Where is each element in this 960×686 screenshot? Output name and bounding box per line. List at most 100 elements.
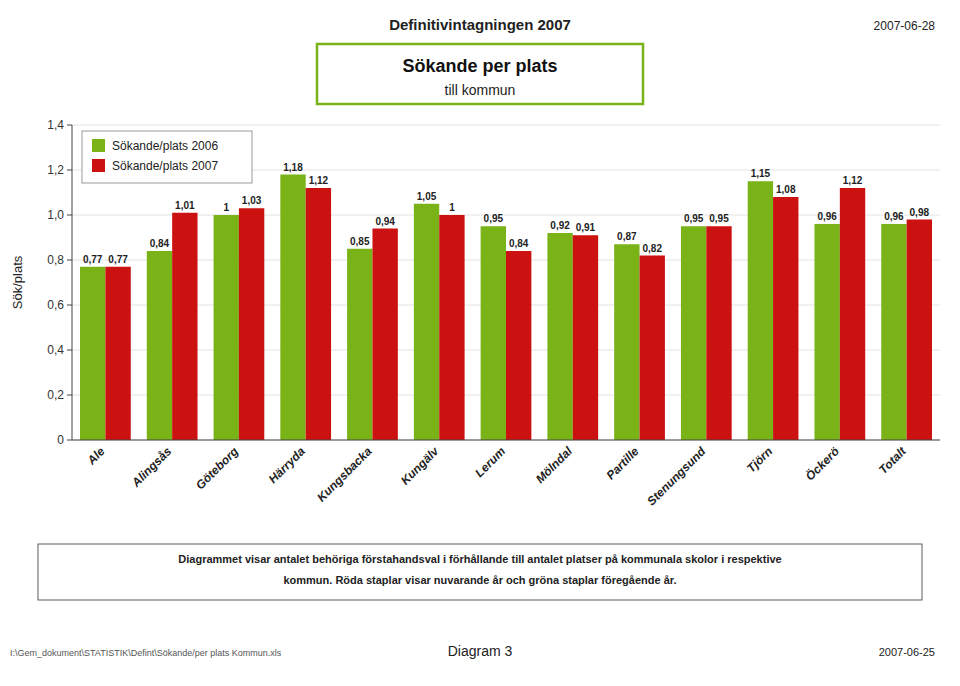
tick-label: 1,4: [47, 118, 64, 132]
bar: [681, 226, 706, 440]
data-label: 0,77: [83, 254, 103, 265]
bar: [372, 229, 397, 441]
footer-box: [38, 544, 922, 600]
footer-note: Diagrammet visar antalet behöriga första…: [178, 553, 781, 565]
grid-line: [72, 215, 940, 216]
category-label: Alingsås: [128, 444, 174, 490]
data-label: 1: [449, 202, 455, 213]
bars: [80, 175, 932, 441]
category-label: Kungälv: [398, 443, 442, 487]
category-label: Partille: [603, 444, 641, 482]
data-label: 1,08: [776, 184, 796, 195]
tick-label: 0,4: [47, 343, 64, 357]
bar: [481, 226, 506, 440]
title: Sökande per plats: [402, 56, 557, 76]
data-label: 0,77: [108, 254, 128, 265]
category-label: Totalt: [876, 444, 909, 477]
data-label: 1,01: [175, 200, 195, 211]
bar: [773, 197, 798, 440]
legend-box: [82, 131, 252, 183]
chart: Definitivintagningen 2007 2007-06-28 Diagr…: [0, 0, 960, 686]
tick-label: 0,8: [47, 253, 64, 267]
file-path: I:\Gem_dokument\STATISTIK\Defint\Sökande…: [10, 648, 282, 658]
tick-mark: [67, 170, 72, 171]
data-label: 0,95: [684, 213, 704, 224]
tick-mark: [67, 350, 72, 351]
diagram-label: Diagram 3: [448, 643, 513, 659]
footer-note: kommun. Röda staplar visar nuvarande år …: [283, 574, 676, 586]
category-label: Lerum: [472, 444, 508, 480]
data-label: 0,84: [509, 238, 529, 249]
x-axis: AleAlingsåsGöteborgHärrydaKungsbackaKung…: [84, 443, 910, 508]
tick-label: 0,6: [47, 298, 64, 312]
data-label: 0,91: [576, 222, 596, 233]
y-axis-line: [72, 125, 73, 440]
tick-mark: [67, 305, 72, 306]
data-label: 1,05: [417, 191, 437, 202]
legend-swatch: [92, 159, 105, 172]
data-label: 0,92: [550, 220, 570, 231]
tick-label: 0: [57, 433, 64, 447]
data-label: 0,82: [642, 243, 662, 254]
tick-mark: [67, 260, 72, 261]
data-label: 1,12: [843, 175, 863, 186]
bar: [239, 208, 264, 440]
bar: [506, 251, 531, 440]
data-label: 0,87: [617, 231, 637, 242]
tick-label: 1,2: [47, 163, 64, 177]
category-label: Mölndal: [533, 444, 575, 486]
tick-mark: [67, 395, 72, 396]
bar: [547, 233, 572, 440]
data-label: 1,03: [242, 195, 262, 206]
tick-label: 0,2: [47, 388, 64, 402]
bar: [840, 188, 865, 440]
bar: [614, 244, 639, 440]
tick-mark: [67, 440, 72, 441]
legend: Sökande/plats 2006Sökande/plats 2007: [82, 131, 252, 183]
data-label: 0,85: [350, 236, 370, 247]
footer-date: 2007-06-25: [879, 646, 935, 658]
bar: [214, 215, 239, 440]
legend-label: Sökande/plats 2006: [112, 139, 218, 153]
bar: [814, 224, 839, 440]
grid-line: [72, 125, 940, 126]
subtitle: till kommun: [445, 82, 516, 98]
category-label: Tjörn: [744, 444, 775, 475]
data-label: 0,96: [817, 211, 837, 222]
tick-label: 1,0: [47, 208, 64, 222]
bar: [881, 224, 906, 440]
bar: [640, 256, 665, 441]
bar: [80, 267, 105, 440]
data-label: 0,95: [484, 213, 504, 224]
bar: [748, 181, 773, 440]
bar: [306, 188, 331, 440]
data-label: 1,12: [309, 175, 329, 186]
category-label: Stenungsund: [644, 444, 709, 509]
bar: [105, 267, 130, 440]
data-label: 1: [223, 202, 229, 213]
bar: [439, 215, 464, 440]
data-label: 1,15: [751, 168, 771, 179]
bar: [907, 220, 932, 441]
category-label: Kungsbacka: [314, 444, 375, 505]
bar: [147, 251, 172, 440]
header: Definitivintagningen 2007: [389, 16, 571, 33]
category-label: Göteborg: [193, 444, 242, 493]
data-label: 0,98: [910, 207, 930, 218]
category-label: Härryda: [266, 444, 308, 486]
x-axis-line: [72, 440, 940, 441]
bar: [573, 235, 598, 440]
data-label: 0,95: [709, 213, 729, 224]
title-box: [317, 44, 643, 104]
y-axis: 0 0,2 0,4 0,6 0,8 1,0 1,2 1,4: [47, 118, 940, 447]
legend-swatch: [92, 139, 105, 152]
header-date: 2007-06-28: [874, 19, 936, 33]
data-label: 0,96: [884, 211, 904, 222]
bar: [280, 175, 305, 441]
grid-line: [72, 440, 940, 441]
y-label: Sök/plats: [10, 255, 25, 309]
tick-mark: [67, 125, 72, 126]
bar: [172, 213, 197, 440]
data-label: 0,94: [375, 216, 395, 227]
data-label: 1,18: [283, 162, 303, 173]
